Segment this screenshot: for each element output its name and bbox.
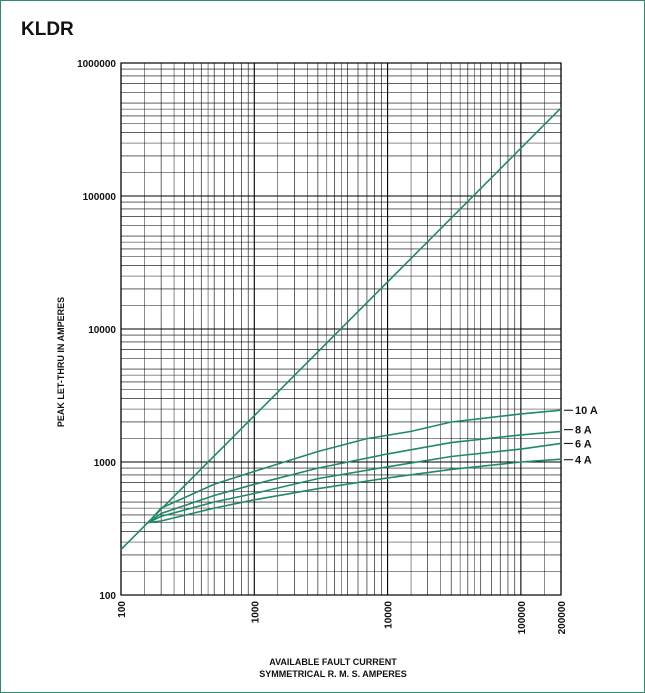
series-label: 10 A (575, 405, 598, 417)
series-label: 4 A (575, 455, 592, 467)
y-tick-label: 100000 (83, 192, 117, 203)
y-tick-label: 10000 (88, 325, 116, 336)
x-axis-title-line-2: SYMMETRICAL R. M. S. AMPERES (259, 669, 407, 679)
series-layer (120, 107, 562, 551)
x-tick-label: 100000 (517, 601, 528, 635)
series-line-4a (148, 458, 562, 524)
tick-label-layer: 100 1000 10000 100000 1000000 100 1000 10000 100… (77, 59, 568, 634)
y-tick-label: 1000 (94, 458, 117, 469)
series-label-layer: 10 A 8 A6 A 4 A (564, 405, 598, 467)
series-line-0 (120, 107, 562, 551)
series-label: 6 A (575, 438, 592, 450)
series-line-6a (147, 442, 562, 524)
x-tick-label: 1000 (250, 601, 261, 624)
grid-layer (120, 62, 562, 596)
y-tick-label: 100 (99, 591, 116, 602)
series-line-8a (147, 430, 562, 524)
series-line-10a (147, 409, 562, 524)
x-tick-label: 100 (117, 601, 128, 618)
y-axis-title: PEAK LET-THRU IN AMPERES (56, 297, 66, 427)
x-tick-label: 200000 (557, 601, 568, 635)
x-tick-label: 10000 (384, 601, 395, 629)
plot-frame (120, 62, 562, 596)
series-label: 8 A (575, 425, 592, 437)
chart-title: KLDR (21, 19, 74, 40)
y-tick-label: 1000000 (77, 59, 116, 70)
x-axis-title-line-1: AVAILABLE FAULT CURRENT (269, 657, 397, 667)
